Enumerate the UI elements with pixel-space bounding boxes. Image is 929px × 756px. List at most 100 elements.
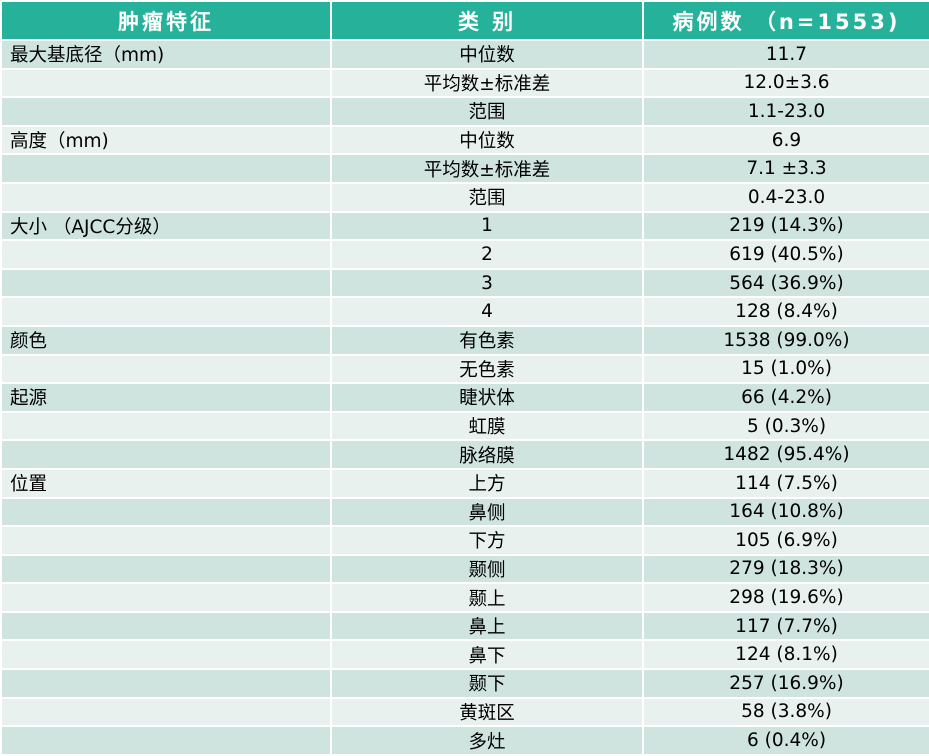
feature-cell: 大小 （AJCC分级） bbox=[0, 210, 332, 242]
table-row: 起源 睫状体 66 (4.2%) bbox=[0, 382, 929, 413]
header-cases: 病例数 （n=1553) bbox=[642, 0, 929, 41]
category-cell: 中位数 bbox=[330, 124, 644, 156]
feature-cell bbox=[0, 725, 332, 756]
feature-cell bbox=[0, 353, 332, 385]
header-row: 肿瘤特征 类 别 病例数 （n=1553) bbox=[0, 0, 929, 41]
feature-cell bbox=[0, 296, 332, 327]
feature-cell bbox=[0, 668, 332, 699]
table-body: 最大基底径（mm) 中位数 11.7 平均数±标准差 12.0±3.6 范围 1.1-23.… bbox=[0, 39, 929, 756]
table-row: 鼻下 124 (8.1%) bbox=[0, 639, 929, 671]
table-row: 高度（mm) 中位数 6.9 bbox=[0, 124, 929, 156]
cases-cell: 619 (40.5%) bbox=[642, 239, 929, 270]
feature-cell bbox=[0, 582, 332, 613]
header-feature: 肿瘤特征 bbox=[0, 0, 332, 41]
category-cell: 颞上 bbox=[330, 582, 644, 613]
table-row: 大小 （AJCC分级） 1 219 (14.3%) bbox=[0, 210, 929, 242]
cases-cell: 66 (4.2%) bbox=[642, 382, 929, 413]
category-cell: 1 bbox=[330, 210, 644, 242]
cases-cell: 1482 (95.4%) bbox=[642, 439, 929, 470]
table-row: 下方 105 (6.9%) bbox=[0, 525, 929, 556]
cases-cell: 1538 (99.0%) bbox=[642, 324, 929, 356]
feature-cell bbox=[0, 96, 332, 127]
feature-cell bbox=[0, 267, 332, 299]
table-row: 颞下 257 (16.9%) bbox=[0, 668, 929, 699]
cases-cell: 6.9 bbox=[642, 124, 929, 156]
cases-cell: 1.1-23.0 bbox=[642, 96, 929, 127]
category-cell: 上方 bbox=[330, 467, 644, 499]
feature-cell: 高度（mm) bbox=[0, 124, 332, 156]
table-row: 鼻侧 164 (10.8%) bbox=[0, 496, 929, 528]
category-cell: 平均数±标准差 bbox=[330, 153, 644, 184]
cases-cell: 564 (36.9%) bbox=[642, 267, 929, 299]
cases-cell: 124 (8.1%) bbox=[642, 639, 929, 671]
table-row: 脉络膜 1482 (95.4%) bbox=[0, 439, 929, 470]
cases-cell: 219 (14.3%) bbox=[642, 210, 929, 242]
category-cell: 3 bbox=[330, 267, 644, 299]
category-cell: 多灶 bbox=[330, 725, 644, 756]
feature-cell bbox=[0, 153, 332, 184]
feature-cell bbox=[0, 439, 332, 470]
cases-cell: 164 (10.8%) bbox=[642, 496, 929, 528]
feature-cell bbox=[0, 181, 332, 213]
table-row: 4 128 (8.4%) bbox=[0, 296, 929, 327]
table-row: 2 619 (40.5%) bbox=[0, 239, 929, 270]
feature-cell bbox=[0, 410, 332, 442]
category-cell: 4 bbox=[330, 296, 644, 327]
cases-cell: 15 (1.0%) bbox=[642, 353, 929, 385]
cases-cell: 58 (3.8%) bbox=[642, 696, 929, 728]
category-cell: 睫状体 bbox=[330, 382, 644, 413]
table-row: 颜色 有色素 1538 (99.0%) bbox=[0, 324, 929, 356]
table-row: 虹膜 5 (0.3%) bbox=[0, 410, 929, 442]
feature-cell bbox=[0, 496, 332, 528]
table-row: 位置 上方 114 (7.5%) bbox=[0, 467, 929, 499]
table-row: 颞侧 279 (18.3%) bbox=[0, 553, 929, 585]
category-cell: 2 bbox=[330, 239, 644, 270]
header-category: 类 别 bbox=[330, 0, 644, 41]
cases-cell: 114 (7.5%) bbox=[642, 467, 929, 499]
cases-cell: 128 (8.4%) bbox=[642, 296, 929, 327]
cases-cell: 6 (0.4%) bbox=[642, 725, 929, 756]
category-cell: 无色素 bbox=[330, 353, 644, 385]
category-cell: 平均数±标准差 bbox=[330, 67, 644, 99]
table-row: 平均数±标准差 7.1 ±3.3 bbox=[0, 153, 929, 184]
feature-cell: 位置 bbox=[0, 467, 332, 499]
table-row: 鼻上 117 (7.7%) bbox=[0, 610, 929, 642]
table-row: 最大基底径（mm) 中位数 11.7 bbox=[0, 39, 929, 70]
table-row: 范围 0.4-23.0 bbox=[0, 181, 929, 213]
feature-cell bbox=[0, 553, 332, 585]
category-cell: 虹膜 bbox=[330, 410, 644, 442]
feature-cell: 最大基底径（mm) bbox=[0, 39, 332, 70]
category-cell: 鼻侧 bbox=[330, 496, 644, 528]
table-row: 平均数±标准差 12.0±3.6 bbox=[0, 67, 929, 99]
category-cell: 黄斑区 bbox=[330, 696, 644, 728]
cases-cell: 257 (16.9%) bbox=[642, 668, 929, 699]
cases-cell: 11.7 bbox=[642, 39, 929, 70]
category-cell: 范围 bbox=[330, 96, 644, 127]
table-row: 多灶 6 (0.4%) bbox=[0, 725, 929, 756]
category-cell: 脉络膜 bbox=[330, 439, 644, 470]
feature-cell bbox=[0, 525, 332, 556]
cases-cell: 12.0±3.6 bbox=[642, 67, 929, 99]
cases-cell: 105 (6.9%) bbox=[642, 525, 929, 556]
cases-cell: 0.4-23.0 bbox=[642, 181, 929, 213]
cases-cell: 117 (7.7%) bbox=[642, 610, 929, 642]
feature-cell bbox=[0, 696, 332, 728]
category-cell: 下方 bbox=[330, 525, 644, 556]
table-row: 范围 1.1-23.0 bbox=[0, 96, 929, 127]
category-cell: 颞下 bbox=[330, 668, 644, 699]
feature-cell bbox=[0, 67, 332, 99]
category-cell: 鼻上 bbox=[330, 610, 644, 642]
category-cell: 颞侧 bbox=[330, 553, 644, 585]
category-cell: 鼻下 bbox=[330, 639, 644, 671]
feature-cell bbox=[0, 610, 332, 642]
cases-cell: 5 (0.3%) bbox=[642, 410, 929, 442]
feature-cell: 颜色 bbox=[0, 324, 332, 356]
cases-cell: 7.1 ±3.3 bbox=[642, 153, 929, 184]
table-row: 颞上 298 (19.6%) bbox=[0, 582, 929, 613]
feature-cell: 起源 bbox=[0, 382, 332, 413]
table-header: 肿瘤特征 类 别 病例数 （n=1553) bbox=[0, 0, 929, 41]
feature-cell bbox=[0, 639, 332, 671]
category-cell: 中位数 bbox=[330, 39, 644, 70]
cases-cell: 279 (18.3%) bbox=[642, 553, 929, 585]
